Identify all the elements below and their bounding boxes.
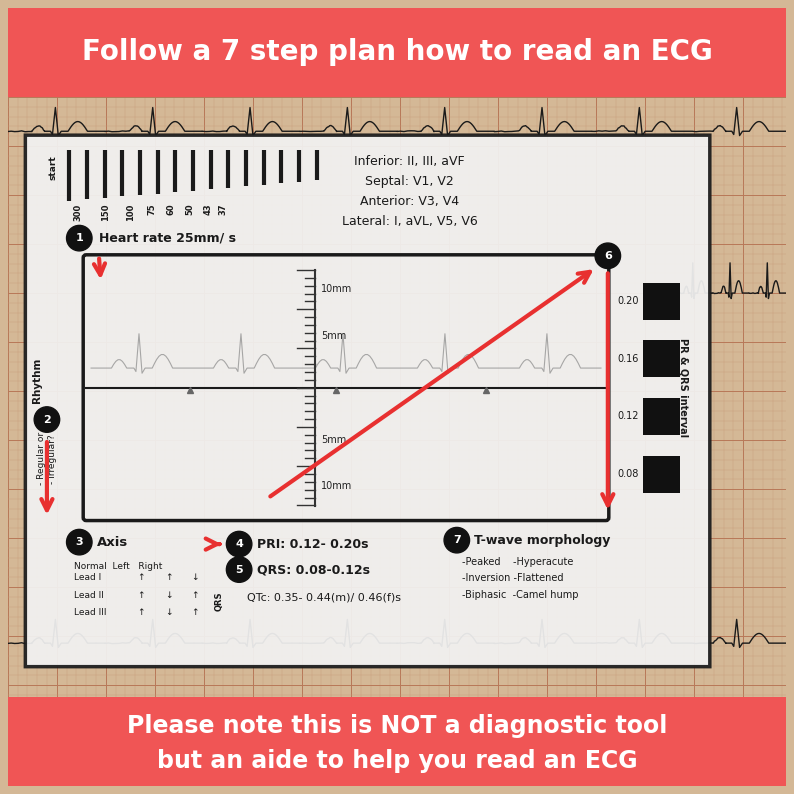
Bar bbox=[643, 283, 680, 320]
Text: 0.12: 0.12 bbox=[618, 411, 639, 422]
Text: Rhythm: Rhythm bbox=[32, 357, 42, 403]
Text: 0.08: 0.08 bbox=[618, 469, 639, 479]
Text: 3: 3 bbox=[75, 537, 83, 547]
Text: 43: 43 bbox=[203, 204, 212, 215]
Text: -Biphasic  -Camel hump: -Biphasic -Camel hump bbox=[462, 590, 578, 600]
Bar bbox=[8, 97, 786, 697]
Text: Follow a 7 step plan how to read an ECG: Follow a 7 step plan how to read an ECG bbox=[82, 38, 712, 67]
Text: 7: 7 bbox=[453, 535, 461, 545]
Text: 60: 60 bbox=[167, 204, 176, 215]
Circle shape bbox=[595, 243, 621, 268]
Text: 150: 150 bbox=[102, 204, 110, 222]
Text: PRI: 0.12- 0.20s: PRI: 0.12- 0.20s bbox=[256, 538, 368, 550]
Text: ↓: ↓ bbox=[165, 608, 172, 617]
Text: but an aide to help you read an ECG: but an aide to help you read an ECG bbox=[156, 750, 638, 773]
Text: 5mm: 5mm bbox=[321, 331, 346, 341]
Text: ↑: ↑ bbox=[137, 573, 145, 582]
Text: 2: 2 bbox=[43, 414, 51, 425]
Text: Inferior: II, III, aVF
Septal: V1, V2
Anterior: V3, V4
Lateral: I, aVL, V5, V6: Inferior: II, III, aVF Septal: V1, V2 An… bbox=[342, 155, 478, 228]
Bar bbox=[643, 398, 680, 435]
Text: 5mm: 5mm bbox=[321, 434, 346, 445]
Text: 10mm: 10mm bbox=[321, 284, 352, 294]
Text: 37: 37 bbox=[219, 204, 228, 215]
Text: ↑: ↑ bbox=[137, 608, 145, 617]
Text: ↑: ↑ bbox=[191, 591, 198, 599]
Text: QTc: 0.35- 0.44(m)/ 0.46(f)s: QTc: 0.35- 0.44(m)/ 0.46(f)s bbox=[247, 592, 401, 602]
Circle shape bbox=[67, 530, 92, 555]
Text: - Regular or
- irregular?: - Regular or - irregular? bbox=[37, 432, 57, 485]
Text: T-wave morphology: T-wave morphology bbox=[475, 534, 611, 546]
Text: QRS: QRS bbox=[215, 592, 224, 611]
Text: -Peaked    -Hyperacute: -Peaked -Hyperacute bbox=[462, 557, 573, 567]
Bar bbox=[643, 341, 680, 377]
Text: PR & QRS interval: PR & QRS interval bbox=[678, 338, 688, 437]
Text: Lead III: Lead III bbox=[75, 608, 107, 617]
Text: ↑: ↑ bbox=[191, 608, 198, 617]
Text: ↓: ↓ bbox=[165, 591, 172, 599]
Bar bbox=[643, 456, 680, 492]
Text: QRS: 0.08-0.12s: QRS: 0.08-0.12s bbox=[256, 563, 370, 576]
Text: 300: 300 bbox=[74, 204, 83, 221]
Circle shape bbox=[226, 557, 252, 582]
Text: Heart rate 25mm/ s: Heart rate 25mm/ s bbox=[99, 232, 236, 245]
Text: 6: 6 bbox=[604, 251, 611, 260]
Text: 75: 75 bbox=[148, 204, 156, 215]
Text: 50: 50 bbox=[186, 204, 195, 215]
Circle shape bbox=[67, 225, 92, 251]
Text: ↑: ↑ bbox=[165, 573, 172, 582]
Text: ↓: ↓ bbox=[191, 573, 198, 582]
Text: Axis: Axis bbox=[97, 536, 128, 549]
Text: -Inversion -Flattened: -Inversion -Flattened bbox=[462, 573, 563, 584]
Circle shape bbox=[444, 527, 469, 553]
Circle shape bbox=[226, 531, 252, 557]
Text: 4: 4 bbox=[235, 539, 243, 549]
Text: Please note this is NOT a diagnostic tool: Please note this is NOT a diagnostic too… bbox=[127, 714, 667, 738]
Text: Lead II: Lead II bbox=[75, 591, 104, 599]
Bar bbox=[8, 697, 786, 786]
Text: ↑: ↑ bbox=[137, 591, 145, 599]
Text: start: start bbox=[48, 155, 57, 179]
Text: 100: 100 bbox=[125, 204, 135, 222]
Text: 10mm: 10mm bbox=[321, 481, 352, 491]
Text: 0.16: 0.16 bbox=[618, 354, 639, 364]
Circle shape bbox=[34, 407, 60, 432]
Text: Normal  Left   Right: Normal Left Right bbox=[75, 561, 163, 571]
FancyBboxPatch shape bbox=[25, 135, 710, 667]
Text: 5: 5 bbox=[235, 565, 243, 575]
Text: Lead I: Lead I bbox=[75, 573, 102, 582]
Bar bbox=[8, 8, 786, 97]
Text: 0.20: 0.20 bbox=[618, 296, 639, 306]
Text: 1: 1 bbox=[75, 233, 83, 243]
